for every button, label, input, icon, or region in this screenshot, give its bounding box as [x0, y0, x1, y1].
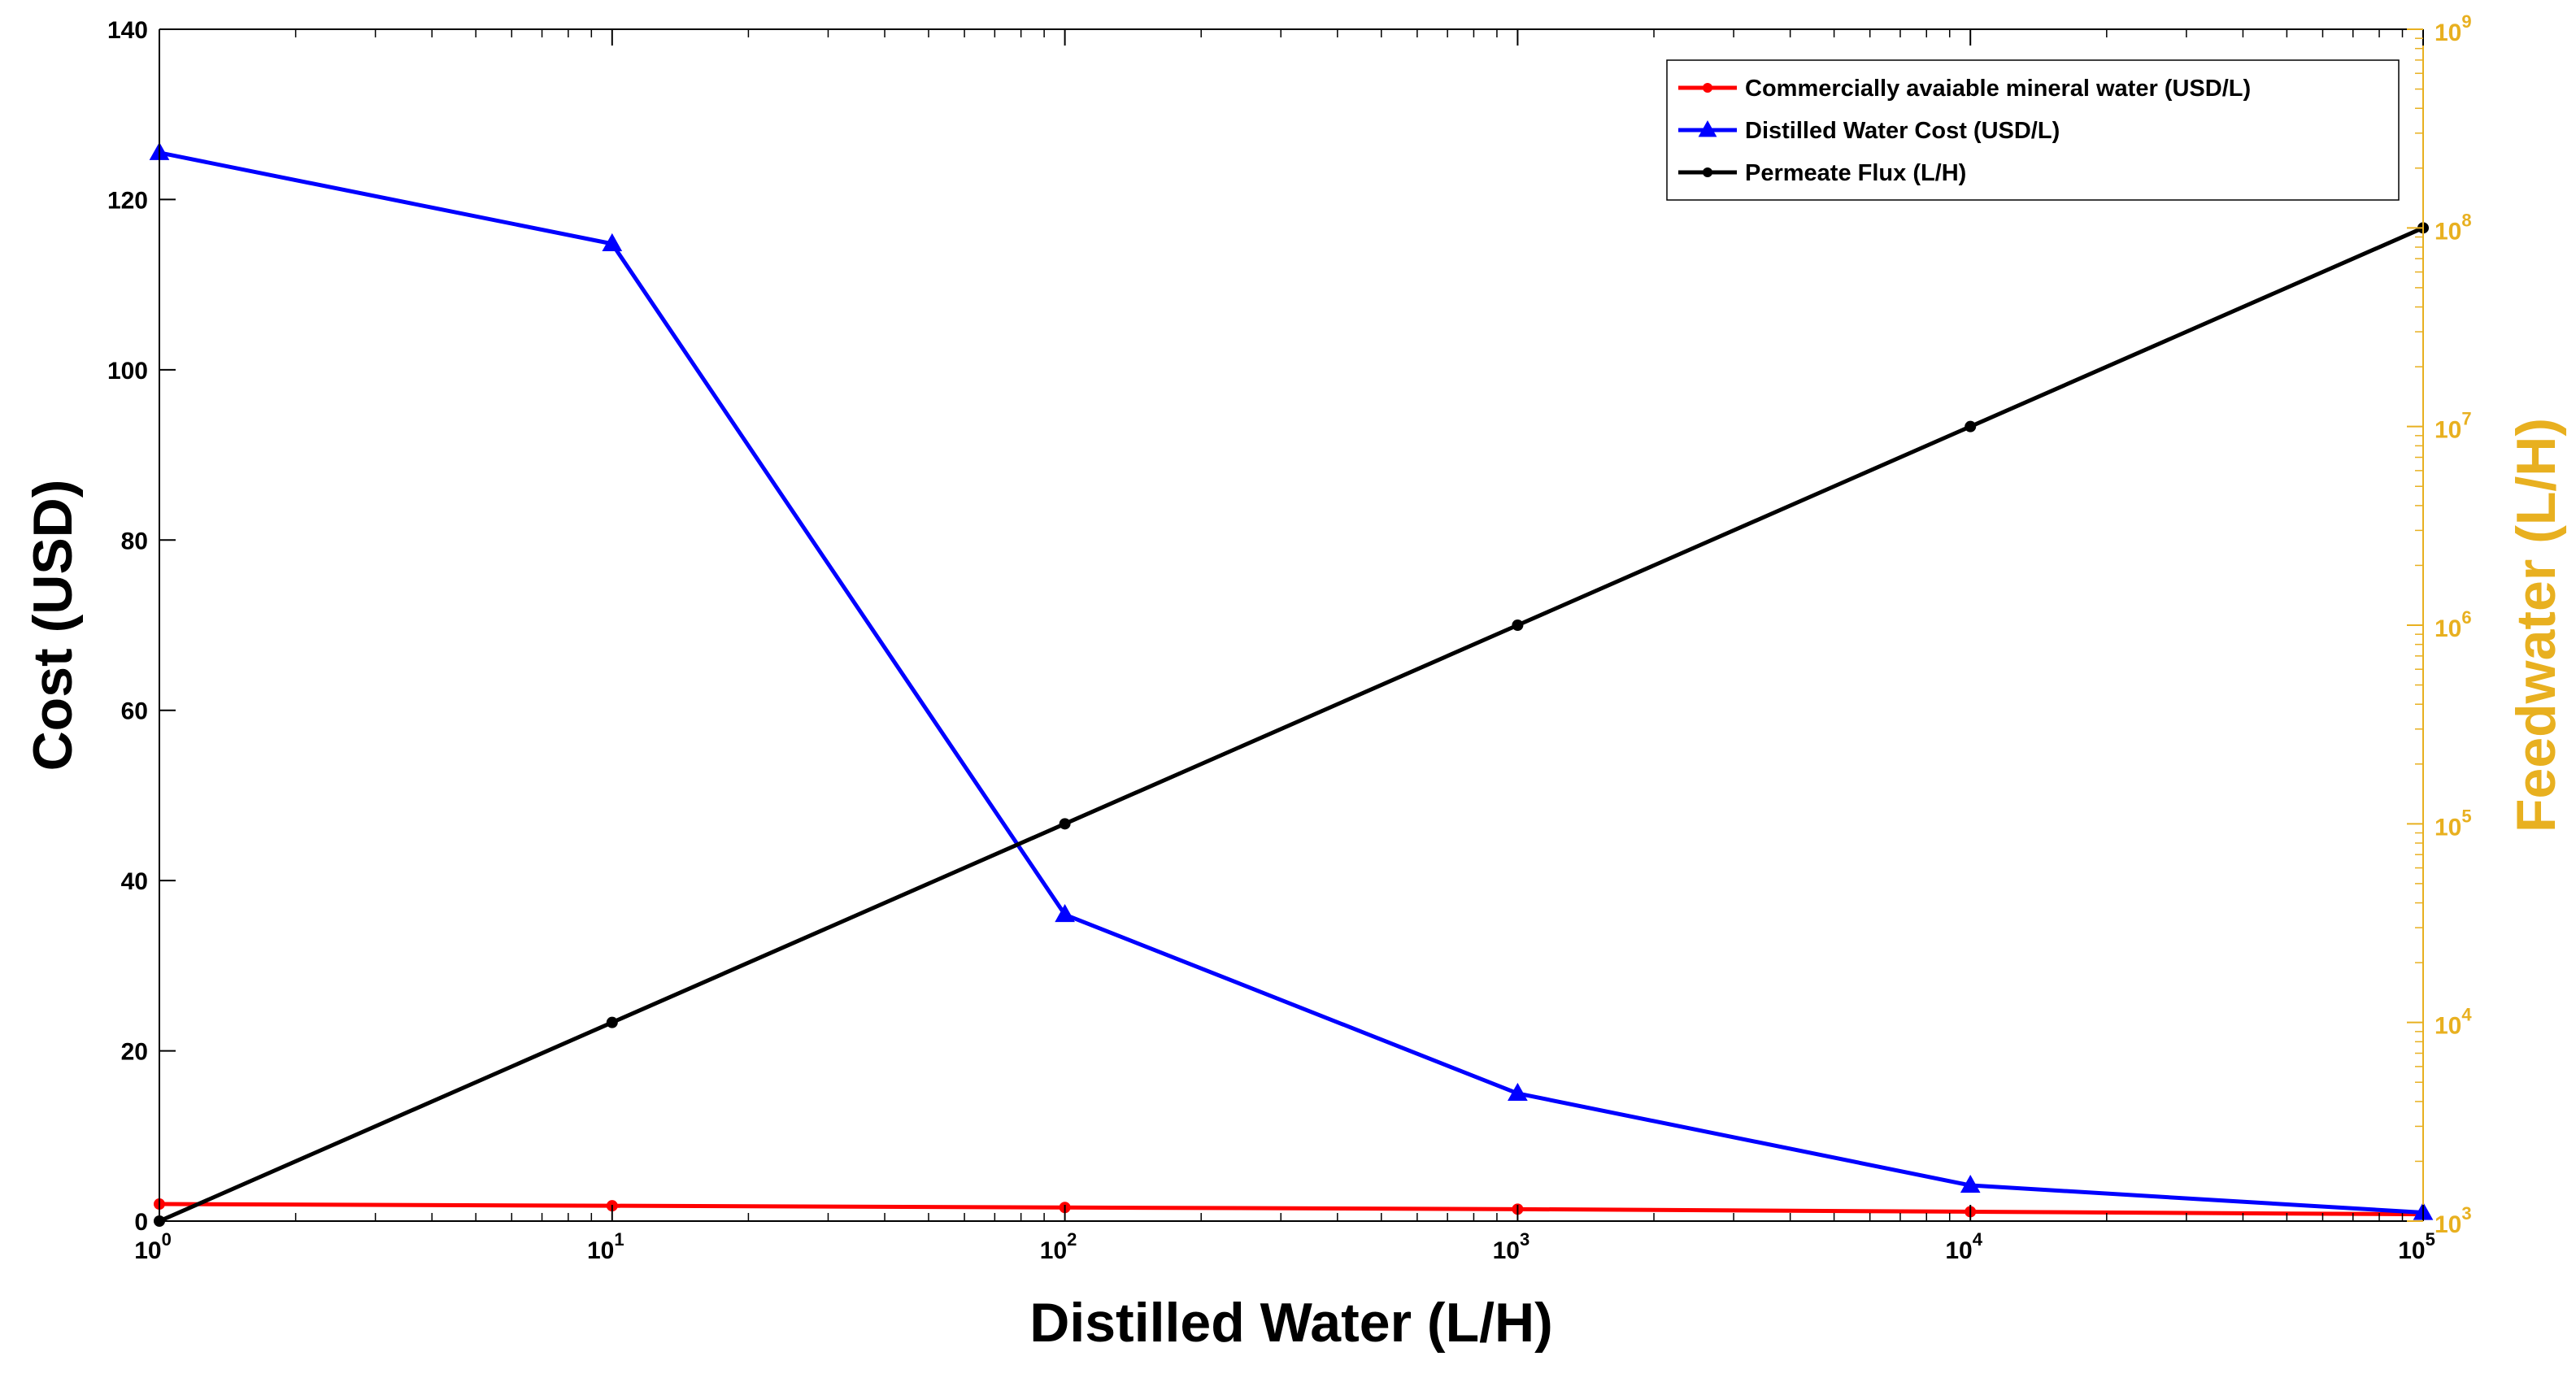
legend-marker: [1703, 83, 1712, 93]
y-right-tick-label-exponent: 3: [2461, 1203, 2471, 1224]
data-point-marker: [1960, 1175, 1981, 1193]
y-right-tick-label-base: 10: [2435, 20, 2461, 46]
legend-marker: [1698, 120, 1717, 137]
series-line-2: [159, 150, 2424, 1215]
data-point-marker: [1965, 420, 1977, 433]
x-tick-label: 105: [2398, 1229, 2435, 1264]
y-left-tick-label: 40: [121, 868, 148, 895]
series-line-1: [159, 1202, 2424, 1217]
x-tick-label-base: 10: [587, 1237, 614, 1264]
x-tick-label: 104: [1945, 1229, 1982, 1264]
data-point-marker: [606, 1016, 618, 1028]
y-right-tick-label: 104: [2435, 1005, 2472, 1040]
legend: Commercially avaiable mineral water (USD…: [1666, 59, 2400, 201]
legend-label: Permeate Flux (L/H): [1745, 160, 1966, 186]
x-tick-label-base: 10: [1040, 1237, 1067, 1264]
data-point-marker: [1059, 818, 1071, 830]
y-right-tick-label: 106: [2435, 607, 2472, 642]
y-right-tick-label: 105: [2435, 806, 2472, 841]
legend-label: Commercially avaiable mineral water (USD…: [1745, 76, 2251, 102]
y-right-tick-label-exponent: 4: [2461, 1005, 2472, 1025]
x-tick-label-exponent: 0: [162, 1229, 172, 1250]
y-axis-left-title: Cost (USD): [22, 480, 84, 772]
y-right-tick-label: 107: [2435, 409, 2472, 444]
y-axis-right-title: Feedwater (L/H): [2505, 418, 2567, 832]
y-right-tick-label: 108: [2435, 210, 2472, 245]
x-tick-label-exponent: 2: [1067, 1229, 1077, 1250]
y-right-tick-label-exponent: 9: [2461, 11, 2471, 32]
x-tick-label-base: 10: [1493, 1237, 1520, 1264]
y-right-tick-label-base: 10: [2435, 417, 2461, 444]
y-right-tick-label-base: 10: [2435, 218, 2461, 245]
y-right-tick-label-exponent: 8: [2461, 210, 2471, 230]
x-tick-label: 100: [134, 1229, 172, 1264]
data-point-marker: [602, 233, 623, 251]
y-left-tick-label: 120: [107, 187, 148, 214]
x-tick-label-exponent: 1: [614, 1229, 624, 1250]
y-left-tick-label: 0: [134, 1209, 148, 1236]
x-tick-label-exponent: 5: [2426, 1229, 2435, 1250]
y-left-tick-label: 100: [107, 358, 148, 385]
y-right-tick-label-exponent: 7: [2461, 409, 2471, 429]
y-right-tick-label-base: 10: [2435, 615, 2461, 642]
x-tick-label-base: 10: [2398, 1237, 2425, 1264]
x-tick-label: 103: [1493, 1229, 1530, 1264]
x-tick-label: 102: [1040, 1229, 1077, 1264]
y-left-tick-label: 140: [107, 17, 148, 44]
y-left-tick-label: 80: [121, 528, 148, 554]
x-tick-label: 101: [587, 1229, 624, 1264]
data-point-marker: [1508, 1082, 1528, 1102]
x-tick-label-base: 10: [1945, 1237, 1972, 1264]
legend-label: Distilled Water Cost (USD/L): [1745, 118, 2060, 144]
x-tick-label-base: 10: [134, 1237, 161, 1264]
y-right-tick-label: 109: [2435, 11, 2472, 46]
series-group: [149, 141, 2434, 1227]
y-right-tick-label: 103: [2435, 1203, 2472, 1238]
data-point-marker: [1055, 904, 1075, 923]
y-right-tick-label-base: 10: [2435, 1211, 2461, 1238]
y-left-tick-label: 20: [121, 1039, 148, 1066]
y-right-tick-label-exponent: 6: [2461, 607, 2471, 628]
x-tick-label-exponent: 3: [1520, 1229, 1530, 1250]
y-left-tick-label: 60: [121, 698, 148, 725]
y-right-tick-label-base: 10: [2435, 1013, 2461, 1040]
legend-box: [1666, 59, 2400, 201]
data-point-marker: [1512, 619, 1524, 631]
y-right-tick-label-base: 10: [2435, 814, 2461, 841]
x-tick-label-exponent: 4: [1973, 1229, 1983, 1250]
y-right-tick-label-exponent: 5: [2461, 806, 2471, 826]
series-line-3: [158, 226, 2425, 1224]
x-axis-title: Distilled Water (L/H): [1029, 1292, 1553, 1354]
legend-marker: [1703, 167, 1712, 177]
axes-group: 100 101 102 103 104 1050204060801001201401031…: [107, 11, 2472, 1264]
